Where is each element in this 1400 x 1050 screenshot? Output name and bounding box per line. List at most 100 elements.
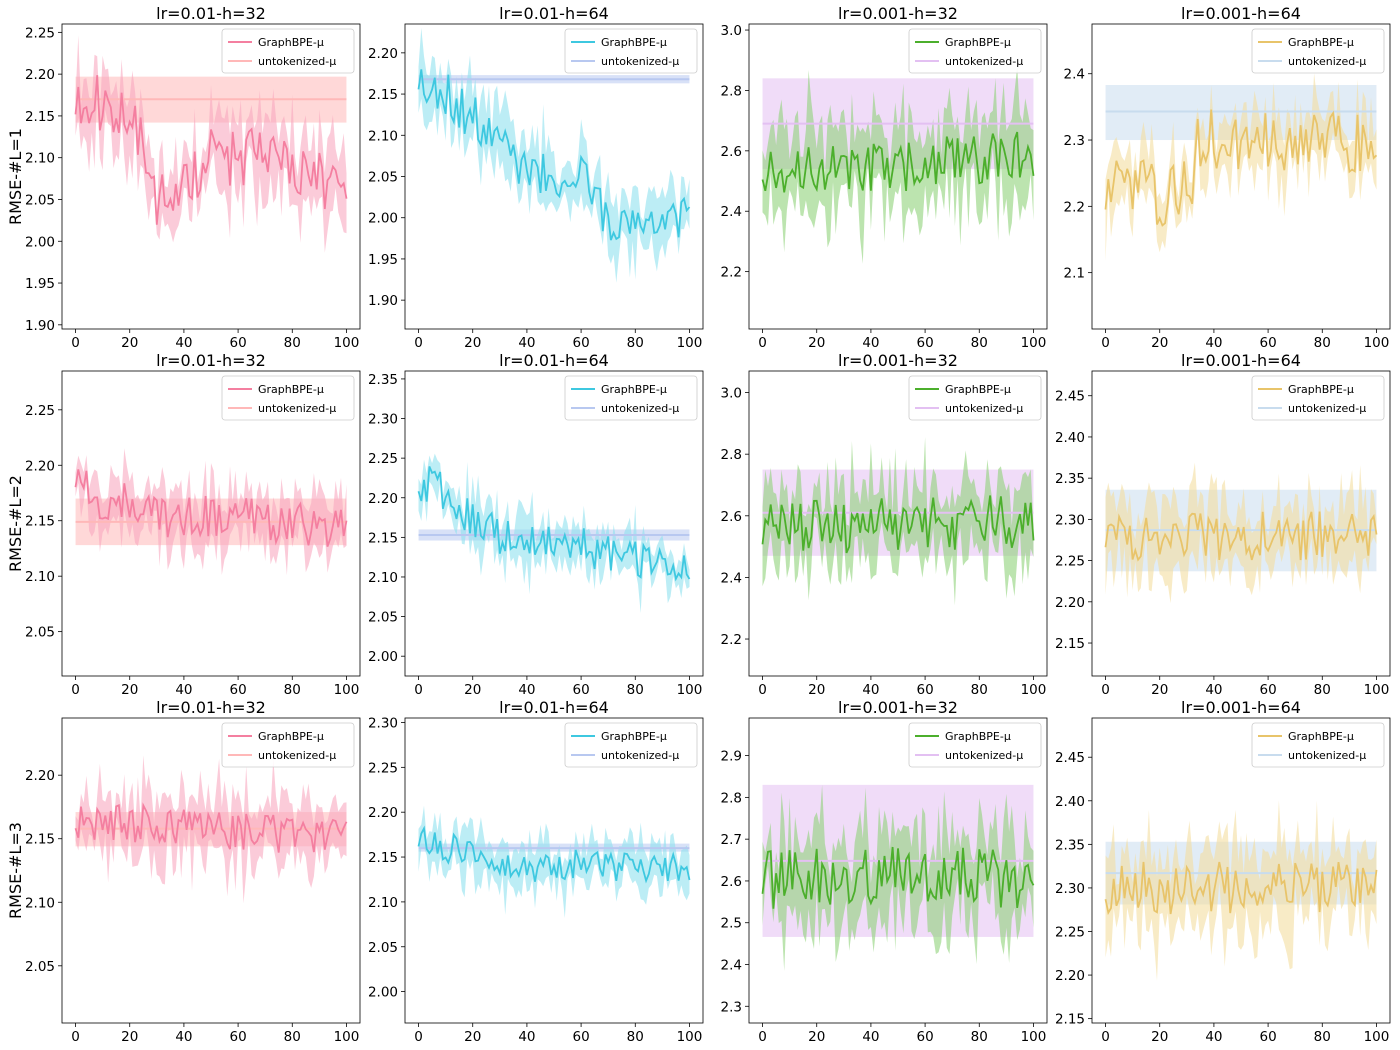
row-label: RMSE-#L=3 xyxy=(6,822,25,919)
y-tick-label: 2.20 xyxy=(368,491,398,507)
subplot-title: lr=0.001-h=64 xyxy=(1181,698,1301,717)
subplot: lr=0.001-h=32 0 20 40 60 80 100 2.2 2.4 2.6 2.8 3.0… xyxy=(721,351,1048,698)
x-tick-label: 40 xyxy=(1205,682,1222,698)
legend-label: GraphBPE-μ xyxy=(1288,36,1354,49)
y-tick-label: 2.20 xyxy=(25,458,55,474)
y-tick-label: 2.30 xyxy=(368,412,398,428)
legend: GraphBPE-μ untokenized-μ xyxy=(221,375,355,421)
x-tick-label: 100 xyxy=(1364,1029,1390,1045)
legend-box xyxy=(564,28,698,74)
y-tick-label: 2.05 xyxy=(25,959,55,975)
subplot-title: lr=0.01-h=64 xyxy=(499,698,609,717)
y-tick-label: 2.05 xyxy=(25,625,55,641)
legend-label: GraphBPE-μ xyxy=(601,383,667,396)
legend-label: untokenized-μ xyxy=(945,55,1023,68)
x-tick-label: 60 xyxy=(1259,1029,1276,1045)
y-tick-label: 2.00 xyxy=(368,211,398,227)
y-tick-label: 2.20 xyxy=(25,67,55,83)
y-tick-label: 2.05 xyxy=(368,610,398,626)
x-tick-label: 100 xyxy=(677,682,703,698)
legend-box xyxy=(221,28,355,74)
y-tick-label: 2.10 xyxy=(25,569,55,585)
graphbpe-mean-line xyxy=(417,825,691,884)
y-tick-label: 2.10 xyxy=(25,151,55,167)
x-tick-label: 0 xyxy=(71,682,80,698)
graphbpe-mean-line xyxy=(1104,861,1378,916)
plot-area xyxy=(74,35,348,253)
x-tick-label: 100 xyxy=(1021,335,1047,351)
graphbpe-mean-line xyxy=(417,69,691,241)
plot-area xyxy=(417,27,691,283)
y-tick-label: 2.4 xyxy=(721,570,742,586)
x-tick-label: 100 xyxy=(1021,682,1047,698)
y-tick-label: 2.8 xyxy=(721,83,742,99)
graphbpe-mean-line xyxy=(74,469,348,547)
axes-frame xyxy=(61,717,361,1024)
legend-box xyxy=(908,28,1042,74)
y-tick-label: 2.45 xyxy=(1055,389,1085,405)
subplot-title: lr=0.001-h=32 xyxy=(838,4,958,23)
y-tick-label: 2.9 xyxy=(721,749,742,765)
x-tick-label: 0 xyxy=(1101,1029,1110,1045)
y-tick-label: 1.95 xyxy=(25,276,55,292)
x-tick-label: 20 xyxy=(121,335,138,351)
y-tick-label: 2.10 xyxy=(368,895,398,911)
legend-label: untokenized-μ xyxy=(945,402,1023,415)
legend-box xyxy=(1251,722,1385,768)
axes-frame xyxy=(61,23,361,330)
x-tick-label: 60 xyxy=(229,682,246,698)
x-tick-label: 0 xyxy=(758,335,767,351)
legend-label: GraphBPE-μ xyxy=(945,730,1011,743)
axes-frame xyxy=(748,370,1048,677)
x-tick-label: 100 xyxy=(677,1029,703,1045)
graphbpe-mean-line xyxy=(417,466,691,582)
plot-area xyxy=(417,805,691,918)
legend: GraphBPE-μ untokenized-μ xyxy=(564,722,698,768)
legend-label: untokenized-μ xyxy=(258,402,336,415)
x-tick-label: 100 xyxy=(334,682,360,698)
subplot-title: lr=0.01-h=32 xyxy=(156,4,266,23)
subplot: lr=0.01-h=64 0 20 40 60 80 100 2.00 2.05 2.10 2.15… xyxy=(368,351,704,698)
subplot-title: lr=0.001-h=32 xyxy=(838,351,958,370)
x-tick-label: 100 xyxy=(334,335,360,351)
x-tick-label: 100 xyxy=(677,335,703,351)
graphbpe-band xyxy=(762,66,1034,264)
plot-area xyxy=(74,755,348,904)
y-tick-label: 2.15 xyxy=(25,514,55,530)
y-tick-label: 2.6 xyxy=(721,509,742,525)
x-tick-label: 20 xyxy=(808,682,825,698)
y-tick-label: 2.10 xyxy=(25,895,55,911)
y-tick-label: 2.1 xyxy=(1064,266,1085,282)
y-tick-label: 2.15 xyxy=(1055,1012,1085,1028)
subplot: lr=0.01-h=32 0 20 40 60 80 100 2.05 2.10 2.15 2.20… xyxy=(25,698,361,1045)
x-tick-label: 80 xyxy=(1314,1029,1331,1045)
y-tick-label: 2.4 xyxy=(721,958,742,974)
subplot-title: lr=0.01-h=32 xyxy=(156,698,266,717)
graphbpe-mean-line xyxy=(1104,511,1378,562)
x-tick-label: 40 xyxy=(175,1029,192,1045)
x-tick-label: 20 xyxy=(808,335,825,351)
legend-label: GraphBPE-μ xyxy=(945,383,1011,396)
y-tick-label: 2.40 xyxy=(1055,794,1085,810)
x-tick-label: 100 xyxy=(1364,682,1390,698)
legend-label: untokenized-μ xyxy=(1288,55,1366,68)
x-tick-label: 40 xyxy=(862,335,879,351)
subplot: lr=0.001-h=32 0 20 40 60 80 100 2.3 2.4 2.5 2.6 2.7… xyxy=(721,698,1048,1045)
axes-frame xyxy=(61,370,361,677)
y-tick-label: 2.40 xyxy=(1055,430,1085,446)
x-tick-label: 0 xyxy=(758,682,767,698)
x-tick-label: 40 xyxy=(1205,1029,1222,1045)
x-tick-label: 20 xyxy=(464,335,481,351)
y-tick-label: 2.25 xyxy=(1055,925,1085,941)
y-tick-label: 2.5 xyxy=(721,916,742,932)
graphbpe-band xyxy=(418,805,690,918)
y-tick-label: 2.2 xyxy=(721,632,742,648)
y-tick-label: 2.25 xyxy=(25,25,55,41)
y-tick-label: 2.15 xyxy=(368,850,398,866)
legend-box xyxy=(908,722,1042,768)
x-tick-label: 40 xyxy=(518,1029,535,1045)
subplot: lr=0.01-h=32 0 20 40 60 80 100 1.90 1.95 2.00 2.05… xyxy=(25,4,361,351)
legend: GraphBPE-μ untokenized-μ xyxy=(908,722,1042,768)
x-tick-label: 60 xyxy=(1259,682,1276,698)
subplot: lr=0.001-h=64 0 20 40 60 80 100 2.15 2.20 2.25 2.3… xyxy=(1055,351,1391,698)
